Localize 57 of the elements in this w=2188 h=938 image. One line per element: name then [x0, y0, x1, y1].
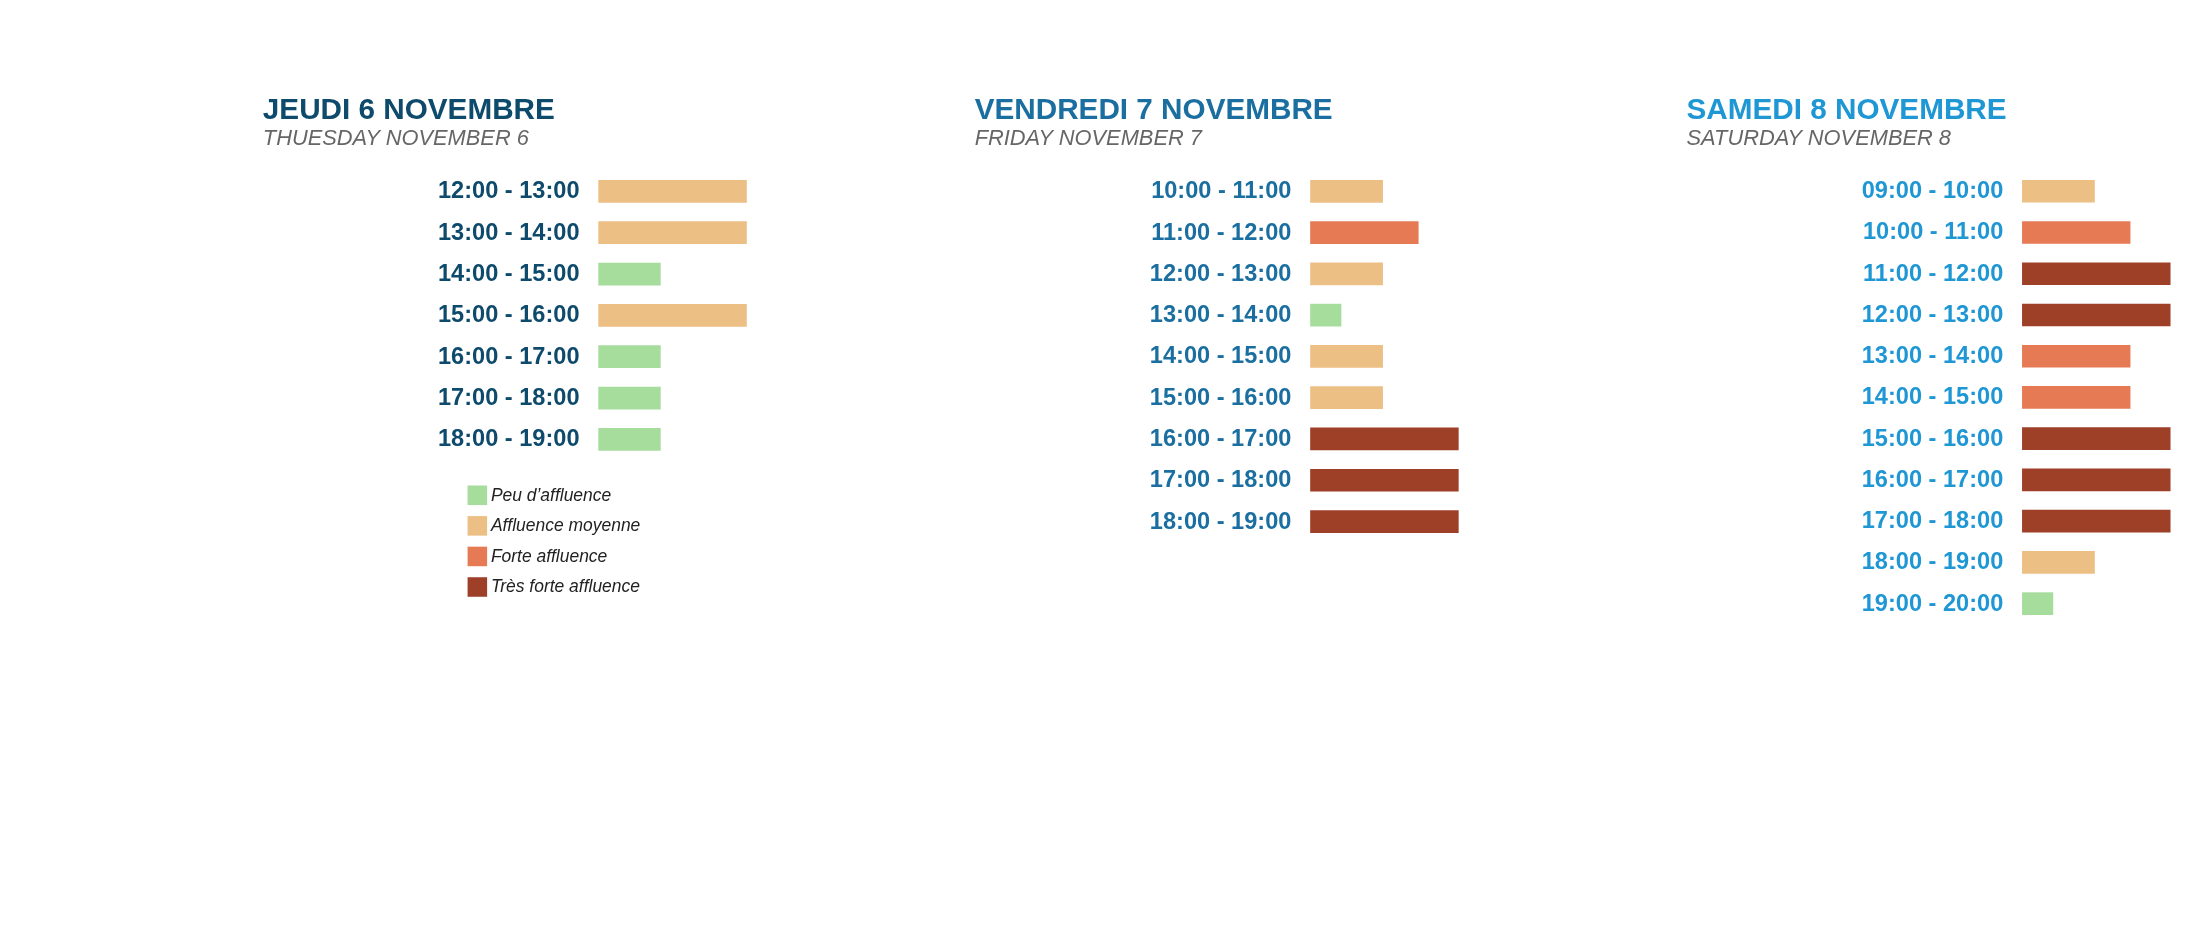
legend-label: Très forte affluence — [490, 576, 641, 597]
bar — [2022, 427, 2171, 451]
bar — [1310, 510, 1459, 533]
y-tick-label: 17:00 - 18:00 — [1149, 466, 1292, 493]
legend-label: Peu d’affluence — [490, 484, 612, 505]
bar — [2022, 344, 2131, 368]
bar — [2022, 303, 2171, 327]
y-tick-label: 14:00 - 15:00 — [1861, 383, 2004, 410]
y-tick-label: 15:00 - 16:00 — [1861, 424, 2004, 451]
legend-label: Affluence moyenne — [489, 515, 641, 536]
y-tick-label: 17:00 - 18:00 — [437, 384, 580, 411]
y-tick-label: 13:00 - 14:00 — [1861, 342, 2004, 369]
y-tick-label: 12:00 - 13:00 — [1149, 259, 1292, 286]
y-tick-label: 11:00 - 12:00 — [1151, 218, 1292, 245]
y-tick-label: 10:00 - 11:00 — [1151, 177, 1292, 204]
y-tick-label: 11:00 - 12:00 — [1863, 259, 2004, 286]
bar — [2022, 386, 2131, 409]
y-tick-label: 18:00 - 19:00 — [1149, 507, 1292, 534]
y-tick-label: 16:00 - 17:00 — [1149, 424, 1292, 451]
bar — [2022, 551, 2095, 574]
y-tick-label: 17:00 - 18:00 — [1861, 507, 2004, 534]
bar — [2022, 468, 2171, 492]
bar — [2022, 592, 2054, 615]
y-tick-label: 15:00 - 16:00 — [1149, 383, 1292, 410]
chart-title: SAMEDI 8 NOVEMBRE — [1686, 92, 2007, 126]
y-tick-label: 18:00 - 19:00 — [1861, 548, 2004, 575]
bar — [2022, 262, 2171, 286]
bar — [1310, 386, 1383, 410]
bar — [1310, 303, 1342, 327]
y-tick-label: 15:00 - 16:00 — [437, 301, 580, 328]
bar — [1310, 468, 1459, 492]
legend-label: Forte affluence — [490, 545, 608, 566]
y-tick-label: 12:00 - 13:00 — [437, 177, 580, 204]
chart-title: JEUDI 6 NOVEMBRE — [262, 92, 555, 126]
bar — [1310, 179, 1383, 203]
bar — [1310, 427, 1459, 451]
y-tick-label: 16:00 - 17:00 — [1861, 465, 2004, 492]
text: SATURDAY NOVEMBER 8 — [1686, 125, 1952, 151]
text: THUESDAY NOVEMBER 6 — [262, 125, 530, 151]
y-tick-label: 13:00 - 14:00 — [1149, 301, 1292, 328]
bar — [2022, 221, 2131, 244]
y-tick-label: 09:00 - 10:00 — [1861, 177, 2004, 204]
bar — [2022, 509, 2171, 533]
y-tick-label: 12:00 - 13:00 — [1861, 300, 2004, 327]
y-tick-label: 18:00 - 19:00 — [437, 425, 580, 452]
chart-title: VENDREDI 7 NOVEMBRE — [974, 92, 1333, 126]
text: FRIDAY NOVEMBER 7 — [974, 125, 1203, 151]
y-tick-label: 10:00 - 11:00 — [1863, 218, 2004, 245]
bar — [2022, 179, 2095, 203]
y-tick-label: 13:00 - 14:00 — [437, 218, 580, 245]
bar — [1310, 221, 1419, 244]
y-tick-label: 14:00 - 15:00 — [1149, 342, 1292, 369]
bar — [1310, 345, 1383, 368]
bar — [1310, 262, 1383, 286]
y-tick-label: 14:00 - 15:00 — [437, 260, 580, 286]
y-tick-label: 16:00 - 17:00 — [437, 342, 580, 369]
y-tick-label: 19:00 - 20:00 — [1861, 589, 2004, 616]
